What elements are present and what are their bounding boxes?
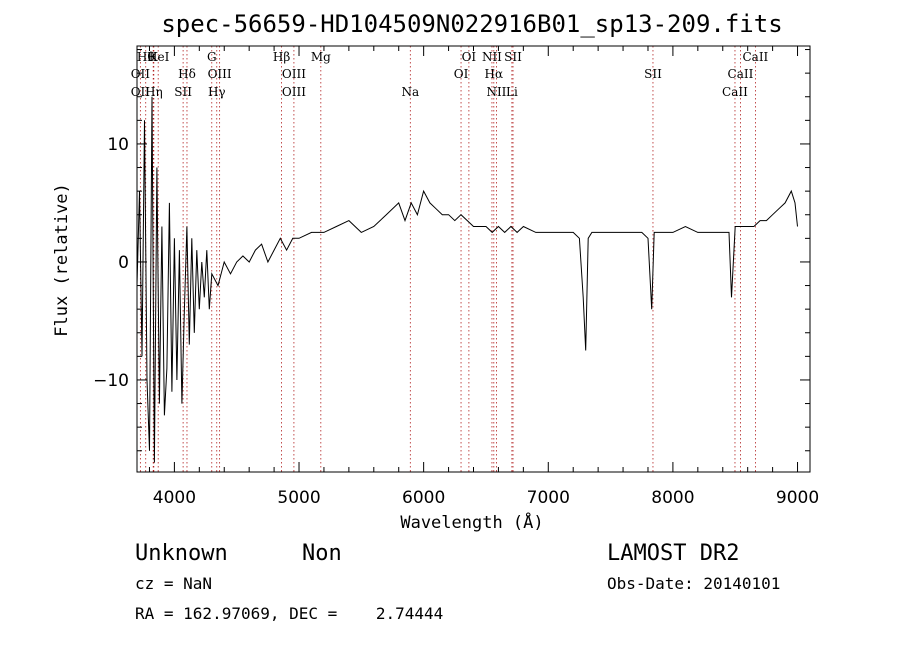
class-label: Unknown	[135, 541, 228, 566]
spectral-line-label: Hγ	[208, 85, 226, 99]
x-tick-label: 6000	[402, 488, 445, 508]
x-axis: 4000 5000 6000 7000 8000 9000	[148, 46, 819, 508]
spectral-line-label: OIII	[208, 67, 232, 81]
spectral-line-label: OII	[131, 67, 151, 81]
x-tick-label: 7000	[527, 488, 570, 508]
plot-frame	[136, 45, 811, 473]
subclass-label: Non	[302, 541, 342, 566]
spectral-line-label: Hδ	[178, 67, 196, 81]
spectral-line-label: Hα	[485, 67, 504, 81]
spectral-line-label: K	[149, 50, 159, 64]
survey-label: LAMOST DR2	[607, 541, 739, 566]
y-tick-label: 10	[107, 135, 129, 155]
obs-date-text: Obs-Date: 20140101	[607, 574, 780, 593]
spectral-line-label: Hη	[145, 85, 163, 99]
spectral-line-label: CaII	[728, 67, 754, 81]
chart-title: spec-56659-HD104509N022916B01_sp13-209.f…	[161, 10, 782, 38]
flux-series-line	[136, 96, 798, 463]
y-tick-label: −10	[93, 371, 129, 391]
x-tick-label: 9000	[776, 488, 819, 508]
spectral-line-label: Na	[401, 85, 419, 99]
spectral-line-label: SII	[504, 50, 522, 64]
spectral-line-label: CaII	[742, 50, 768, 64]
x-tick-label: 5000	[277, 488, 320, 508]
x-tick-label: 8000	[651, 488, 694, 508]
x-axis-label: Wavelength (Å)	[400, 511, 543, 533]
spectral-line-label: CaII	[722, 85, 748, 99]
y-axis: −10 0 10	[93, 49, 810, 452]
spectral-line-label: OII	[131, 85, 151, 99]
spectral-line-label: Hβ	[273, 50, 290, 64]
spectral-line-label: G	[207, 50, 217, 64]
spectral-line-label: Hθ	[137, 50, 155, 64]
spectral-line-label: OIII	[282, 67, 306, 81]
spectral-line-label: HeI	[147, 50, 170, 64]
spectral-line-label: NII	[482, 50, 502, 64]
y-tick-label: 0	[118, 253, 129, 273]
cz-text: cz = NaN	[135, 574, 212, 593]
spectral-line-label: NII	[486, 85, 506, 99]
spectral-line-label: OI	[462, 50, 477, 64]
x-tick-label: 4000	[153, 488, 196, 508]
y-axis-label: Flux (relative)	[52, 183, 72, 337]
spectral-line-label: SII	[644, 67, 662, 81]
spectral-line-label: OI	[454, 67, 469, 81]
spectral-line-label: Mg	[311, 50, 331, 64]
spectral-line-label: SII	[174, 85, 192, 99]
spectral-line-label: Li	[506, 85, 518, 99]
spectral-line-label: OIII	[282, 85, 306, 99]
radec-text: RA = 162.97069, DEC = 2.74444	[135, 604, 443, 623]
spectral-lines	[139, 46, 756, 472]
